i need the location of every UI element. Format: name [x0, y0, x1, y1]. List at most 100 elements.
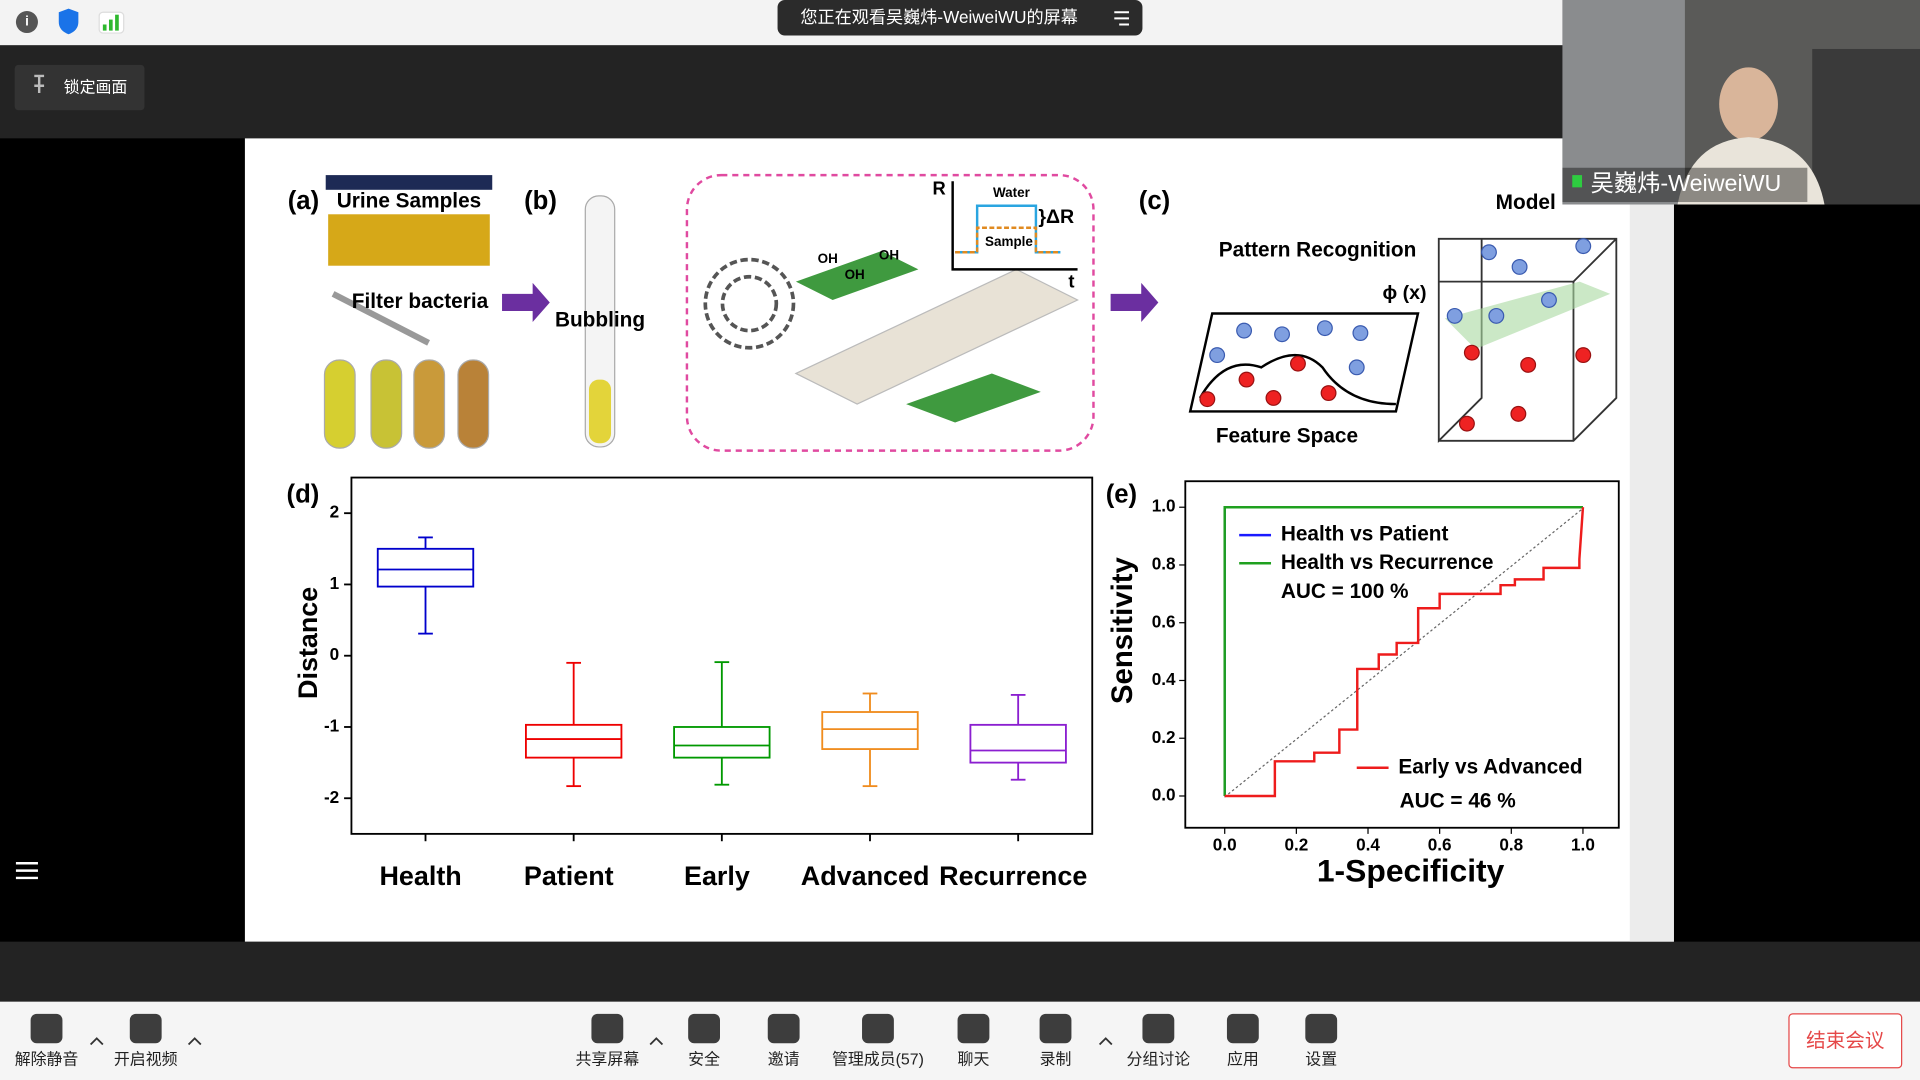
- roc-curve: [1224, 507, 1585, 798]
- panel-label: (a): [288, 187, 319, 215]
- toolbar-icon[interactable]: [30, 1013, 63, 1044]
- caret[interactable]: [1098, 1037, 1113, 1046]
- y-tick-label: 0: [330, 644, 340, 664]
- oh-label: OH: [818, 251, 838, 266]
- legend-label: Early vs Advanced: [1398, 755, 1582, 778]
- caret[interactable]: [187, 1037, 202, 1046]
- toolbar-icon[interactable]: [767, 1013, 800, 1044]
- y-tick-label: 0.4: [1152, 669, 1176, 689]
- red-dot: [1520, 356, 1537, 373]
- tube: [370, 359, 403, 449]
- blue-dot: [1511, 258, 1528, 275]
- toolbar-label: 分组讨论: [1127, 1051, 1191, 1069]
- x-tick-label: 0.4: [1356, 835, 1380, 855]
- footer-area: [0, 941, 1920, 1002]
- x-tick-label: 0.6: [1428, 835, 1452, 855]
- bacteria-tubes: [323, 359, 490, 449]
- y-axis-title: Distance: [293, 587, 323, 699]
- y-axis-title: Sensitivity: [1106, 556, 1139, 704]
- x-tick-label: Advanced: [801, 861, 930, 891]
- pattern-label: Pattern Recognition: [1219, 239, 1417, 262]
- tube-liquid: [328, 214, 490, 266]
- y-tick-label: 0.0: [1152, 785, 1176, 805]
- y-tick-label: 0.8: [1152, 554, 1176, 574]
- caret[interactable]: [89, 1037, 104, 1046]
- urine-label: Urine Samples: [337, 190, 481, 213]
- info-icon[interactable]: [15, 11, 38, 34]
- banner-menu[interactable]: [1114, 11, 1129, 26]
- tube: [413, 359, 446, 449]
- toolbar-icon[interactable]: [1226, 1013, 1259, 1044]
- blue-dot: [1348, 359, 1365, 376]
- signal-bar: [108, 19, 113, 31]
- x-tick-label: 0.0: [1213, 835, 1237, 855]
- share-banner[interactable]: [777, 0, 1143, 36]
- red-dot: [1320, 385, 1337, 402]
- toolbar-icon[interactable]: [1142, 1013, 1175, 1044]
- box-plot: 2 1 0 -1 -2 Health Patient Early Advanced Recurre…: [324, 502, 1087, 891]
- x-tick-label: 0.8: [1499, 835, 1523, 855]
- name-bg: [1562, 167, 1808, 203]
- fingerprint: [720, 274, 779, 333]
- toolbar-icon[interactable]: [1039, 1013, 1072, 1044]
- toolbar-label: 安全: [688, 1051, 720, 1069]
- box: [525, 723, 623, 759]
- electrode: [906, 373, 1041, 423]
- blue-dot: [1236, 322, 1253, 339]
- toolbar-label: 应用: [1227, 1050, 1259, 1069]
- feature-plane: [1188, 312, 1420, 413]
- slide: [244, 138, 1674, 942]
- y-tick-label: -2: [324, 787, 339, 807]
- toolbar-label: 设置: [1305, 1051, 1337, 1069]
- toolbar-icon[interactable]: [129, 1013, 162, 1044]
- mic-icon: [1572, 175, 1583, 188]
- x-tick-label: 0.2: [1284, 835, 1308, 855]
- toolbar-icon[interactable]: [591, 1013, 624, 1044]
- toolbar-label: 共享屏幕: [576, 1051, 640, 1069]
- signal-axes: [951, 181, 1078, 271]
- tube-caps: [325, 175, 493, 190]
- model-cube: [1437, 237, 1618, 444]
- model-label: Model: [1496, 191, 1556, 214]
- x-tick-label: Health: [379, 861, 461, 891]
- red-dot: [1199, 391, 1216, 408]
- video-shelf: [1812, 48, 1920, 205]
- caret[interactable]: [649, 1037, 664, 1046]
- tube: [323, 359, 356, 449]
- info-glyph: i: [25, 14, 29, 29]
- box: [821, 711, 919, 750]
- toolbar-icon[interactable]: [862, 1013, 894, 1044]
- video-shirt: [1677, 137, 1825, 205]
- slide-edge: [1629, 138, 1674, 942]
- x-tick-label: Patient: [524, 861, 614, 891]
- lock-button[interactable]: [14, 64, 145, 111]
- toolbar-icon[interactable]: [688, 1013, 720, 1044]
- oh-label: OH: [845, 267, 865, 282]
- auc-label: AUC = 100 %: [1281, 580, 1409, 603]
- bubbling-label: Bubbling: [555, 308, 645, 331]
- toolbar-label: 聊天: [958, 1051, 990, 1069]
- blue-dot: [1209, 347, 1226, 364]
- list-icon[interactable]: [15, 862, 38, 880]
- panel-label: (d): [287, 481, 320, 509]
- toolbar-icon[interactable]: [1305, 1013, 1338, 1044]
- arrow: [502, 282, 550, 323]
- end-button[interactable]: [1788, 1013, 1903, 1069]
- legend-label: Health vs Recurrence: [1281, 551, 1494, 574]
- red-dot: [1265, 390, 1282, 406]
- participant-name: 吴巍炜-WeiweiWU: [1591, 170, 1782, 196]
- red-dot: [1510, 405, 1527, 422]
- phi-label: ϕ (x): [1382, 282, 1426, 304]
- banner-text: 您正在观看吴巍炜-WeiweiWU的屏幕: [800, 7, 1077, 27]
- toolbar-label: 管理成员(57): [832, 1051, 924, 1069]
- roc-plot: 0.0 0.2 0.4 0.6 0.8 1.0 0.0 0.2 0.4 0.6 0.8 1.0 Heal…: [1152, 496, 1595, 855]
- y-tick-label: 2: [330, 502, 340, 522]
- axis-t: t: [1068, 271, 1074, 292]
- signal-bar: [115, 14, 119, 31]
- security-icon[interactable]: [58, 8, 79, 35]
- hyperplane: [1444, 281, 1611, 349]
- y-tick-label: 1.0: [1152, 496, 1176, 516]
- arrow: [1110, 282, 1159, 323]
- toolbar-label: 录制: [1040, 1051, 1072, 1069]
- toolbar-icon[interactable]: [957, 1013, 990, 1044]
